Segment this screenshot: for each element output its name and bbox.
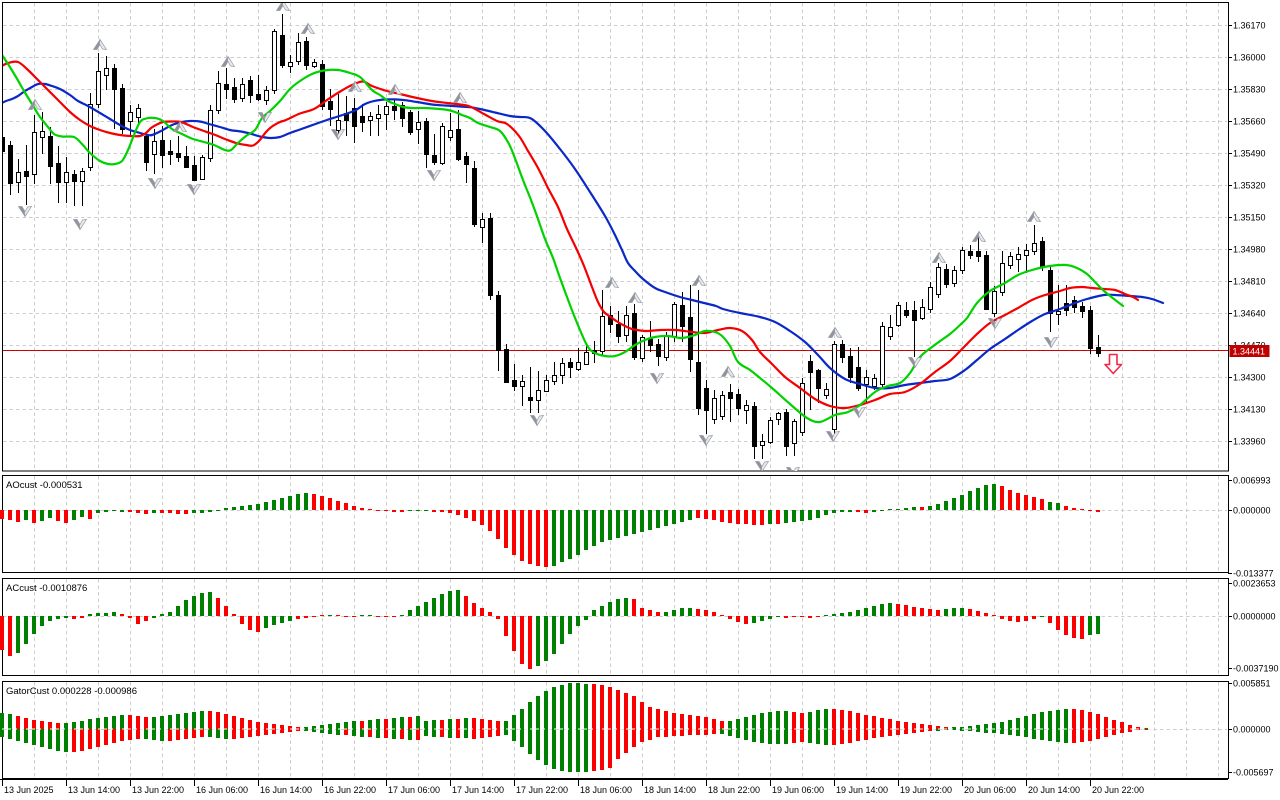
svg-text:19 Jun 14:00: 19 Jun 14:00	[836, 785, 888, 795]
svg-text:0.0023653: 0.0023653	[1233, 579, 1276, 589]
svg-text:19 Jun 22:00: 19 Jun 22:00	[900, 785, 952, 795]
svg-text:13 Jun 22:00: 13 Jun 22:00	[132, 785, 184, 795]
svg-text:16 Jun 14:00: 16 Jun 14:00	[260, 785, 312, 795]
svg-text:ACcust -0.0010876: ACcust -0.0010876	[6, 583, 87, 594]
svg-text:0.006993: 0.006993	[1233, 476, 1271, 486]
svg-text:20 Jun 22:00: 20 Jun 22:00	[1092, 785, 1144, 795]
svg-text:0.005851: 0.005851	[1233, 679, 1271, 689]
svg-text:13 Jun 2025: 13 Jun 2025	[4, 785, 54, 795]
svg-text:1.34300: 1.34300	[1233, 373, 1266, 383]
svg-text:1.36000: 1.36000	[1233, 53, 1266, 63]
svg-text:18 Jun 14:00: 18 Jun 14:00	[644, 785, 696, 795]
svg-text:17 Jun 06:00: 17 Jun 06:00	[388, 785, 440, 795]
svg-text:0.0000000: 0.0000000	[1233, 612, 1276, 622]
svg-text:1.35150: 1.35150	[1233, 213, 1266, 223]
svg-text:1.34441: 1.34441	[1233, 347, 1266, 357]
svg-text:GatorCust 0.000228 -0.000986: GatorCust 0.000228 -0.000986	[6, 686, 137, 697]
svg-text:1.34130: 1.34130	[1233, 405, 1266, 415]
svg-text:-0.013377: -0.013377	[1233, 569, 1274, 579]
svg-text:-0.005697: -0.005697	[1233, 768, 1274, 778]
svg-text:20 Jun 06:00: 20 Jun 06:00	[964, 785, 1016, 795]
svg-text:1.35830: 1.35830	[1233, 85, 1266, 95]
svg-text:0.000000: 0.000000	[1233, 725, 1271, 735]
svg-text:17 Jun 14:00: 17 Jun 14:00	[452, 785, 504, 795]
svg-text:1.34810: 1.34810	[1233, 277, 1266, 287]
svg-text:17 Jun 22:00: 17 Jun 22:00	[516, 785, 568, 795]
svg-text:1.34640: 1.34640	[1233, 309, 1266, 319]
svg-text:19 Jun 06:00: 19 Jun 06:00	[772, 785, 824, 795]
svg-text:13 Jun 14:00: 13 Jun 14:00	[68, 785, 120, 795]
svg-text:-0.0037190: -0.0037190	[1233, 664, 1279, 674]
svg-text:18 Jun 06:00: 18 Jun 06:00	[580, 785, 632, 795]
svg-text:1.35490: 1.35490	[1233, 149, 1266, 159]
svg-text:1.35320: 1.35320	[1233, 181, 1266, 191]
svg-text:16 Jun 06:00: 16 Jun 06:00	[196, 785, 248, 795]
svg-text:18 Jun 22:00: 18 Jun 22:00	[708, 785, 760, 795]
svg-text:0.000000: 0.000000	[1233, 506, 1271, 516]
svg-text:AOcust -0.000531: AOcust -0.000531	[6, 480, 83, 491]
svg-text:16 Jun 22:00: 16 Jun 22:00	[324, 785, 376, 795]
svg-text:1.36170: 1.36170	[1233, 21, 1266, 31]
svg-text:1.35660: 1.35660	[1233, 117, 1266, 127]
svg-text:1.34980: 1.34980	[1233, 245, 1266, 255]
svg-text:20 Jun 14:00: 20 Jun 14:00	[1028, 785, 1080, 795]
svg-text:1.33960: 1.33960	[1233, 437, 1266, 447]
